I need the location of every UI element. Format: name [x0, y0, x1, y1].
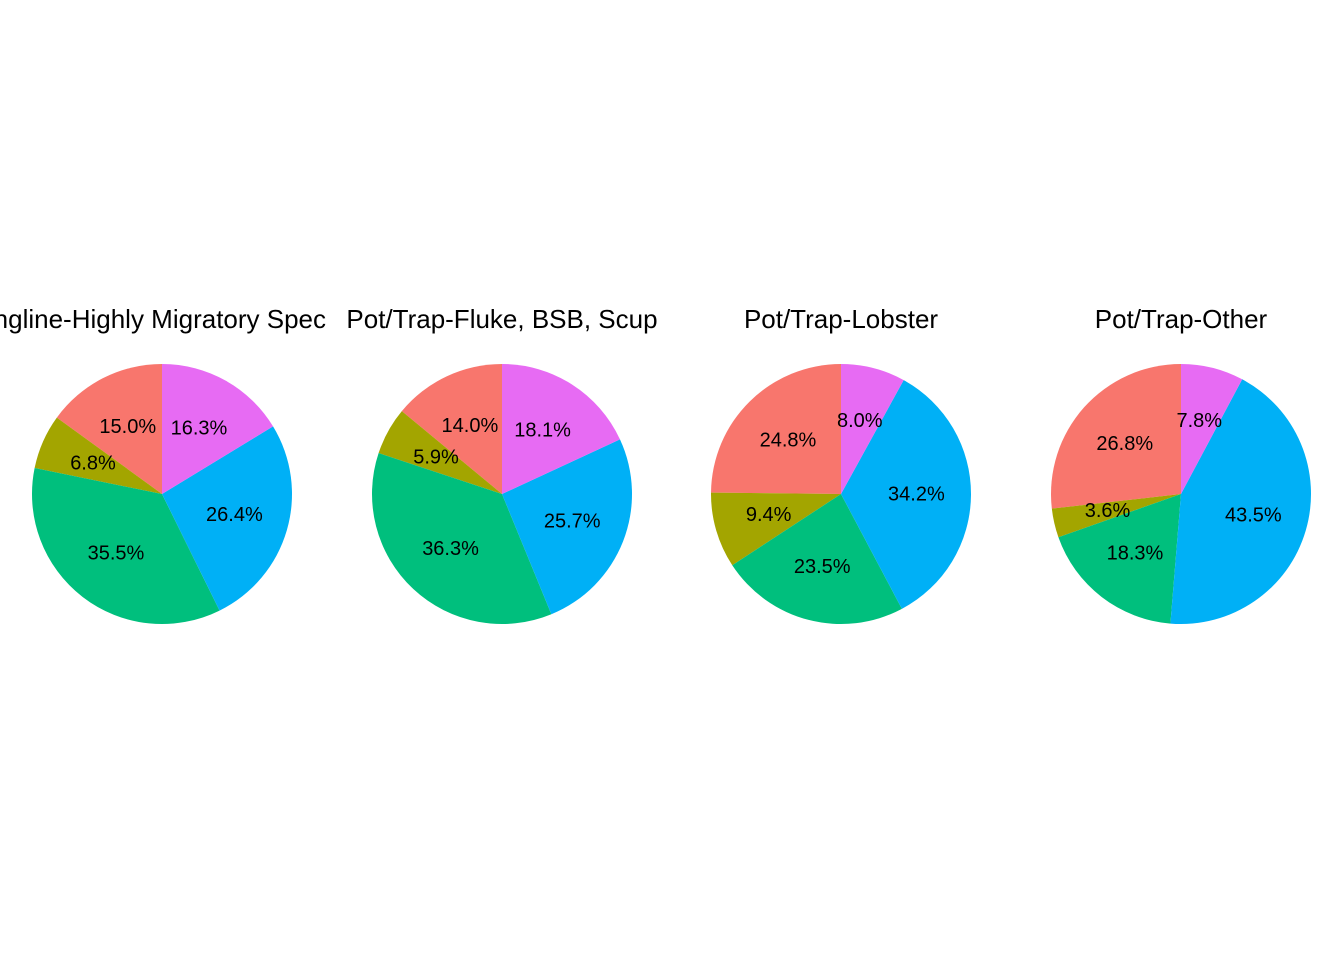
pie-2-slice-3: [841, 380, 971, 609]
pie-3-slice-4-label: 7.8%: [1176, 410, 1222, 432]
pie-1: 14.0% 5.9% 36.3% 25.7% 18.1%: [372, 364, 632, 624]
pie-2-slice-1-label: 9.4%: [746, 504, 792, 526]
facet-title-2: Pot/Trap-Lobster: [744, 304, 938, 334]
pie-1-slice-2: [372, 453, 552, 624]
pie-0-slice-3: [162, 426, 292, 611]
pie-3-slice-1-label: 3.6%: [1085, 500, 1131, 522]
pie-0-slice-1: [34, 417, 162, 494]
pie-1-slice-2-label: 36.3%: [422, 538, 479, 560]
pie-3-slice-1: [1051, 494, 1181, 538]
pie-2-slice-4: [841, 364, 904, 494]
pie-3: 26.8% 3.6% 18.3% 43.5% 7.8%: [1051, 364, 1312, 625]
pie-1-slice-3-label: 25.7%: [544, 511, 601, 533]
pie-1-slice-3: [502, 439, 632, 615]
pie-3-slice-2: [1058, 494, 1181, 624]
facet-title-0: Longline-Highly Migratory Species: [0, 304, 359, 334]
facet-title-1: Pot/Trap-Fluke, BSB, Scup: [346, 304, 657, 334]
pie-2-slice-2-label: 23.5%: [794, 556, 851, 578]
pie-0-slice-1-label: 6.8%: [70, 453, 116, 475]
pie-0-slice-0: [56, 364, 162, 494]
pie-0-slice-2-label: 35.5%: [88, 543, 145, 565]
pie-2-slice-0-label: 24.8%: [760, 429, 817, 451]
pie-2-slice-0: [711, 364, 841, 494]
pie-0-slice-3-label: 26.4%: [206, 504, 263, 526]
pie-2-slice-2: [732, 494, 902, 624]
pie-3-slice-3-label: 43.5%: [1225, 504, 1282, 526]
pie-2-slice-4-label: 8.0%: [837, 410, 883, 432]
pie-2-slice-1: [711, 492, 841, 566]
pie-0: 15.0% 6.8% 35.5% 26.4% 16.3%: [32, 364, 292, 624]
facet-title-3: Pot/Trap-Other: [1095, 304, 1268, 334]
facet-panel-3: Pot/Trap-Other 26.8% 3.6% 18.3% 43.5% 7.8%: [1051, 304, 1312, 625]
pie-3-slice-3: [1170, 379, 1312, 625]
pie-2: 24.8% 9.4% 23.5% 34.2% 8.0%: [711, 364, 971, 624]
pie-0-slice-2: [32, 468, 220, 624]
pie-1-slice-4: [502, 364, 620, 494]
facet-panel-1: Pot/Trap-Fluke, BSB, Scup 14.0% 5.9% 36.3%…: [346, 304, 658, 624]
pie-1-slice-1-label: 5.9%: [413, 446, 459, 468]
pie-3-slice-0-label: 26.8%: [1096, 433, 1153, 455]
pie-1-slice-4-label: 18.1%: [514, 419, 571, 441]
pie-0-slice-4: [162, 364, 274, 494]
pie-0-slice-4-label: 16.3%: [171, 417, 228, 439]
pie-3-slice-2-label: 18.3%: [1107, 543, 1164, 565]
pie-1-slice-0: [401, 364, 502, 494]
facet-panel-2: Pot/Trap-Lobster 24.8% 9.4% 23.5% 34.2% 8.0%: [711, 304, 971, 624]
pie-2-slice-3-label: 34.2%: [888, 484, 945, 506]
pie-0-slice-0-label: 15.0%: [99, 416, 156, 438]
pie-1-slice-0-label: 14.0%: [442, 415, 499, 437]
pie-1-slice-1: [378, 411, 502, 494]
pie-3-slice-0: [1051, 364, 1181, 509]
facet-panel-0: Longline-Highly Migratory Species 15.0% 6…: [0, 304, 359, 624]
pie-3-slice-4: [1181, 364, 1243, 494]
